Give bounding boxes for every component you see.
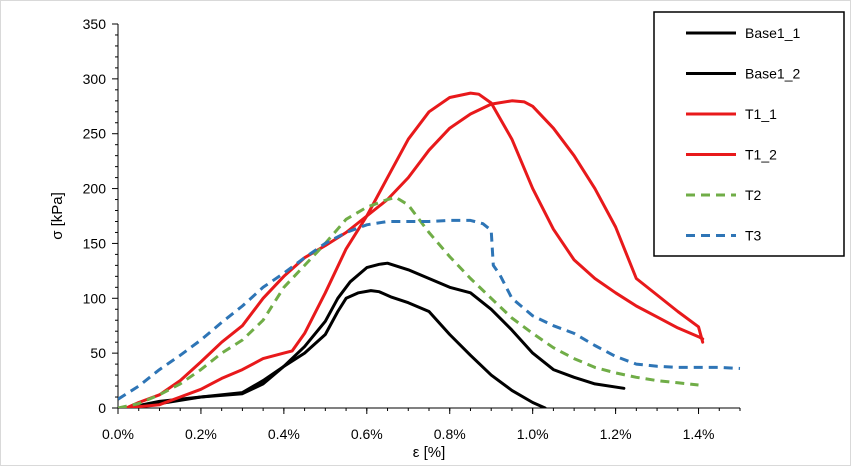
x-tick-label: 0.4% — [268, 426, 300, 442]
y-tick-label: 200 — [83, 181, 107, 197]
x-tick-label: 0.8% — [434, 426, 466, 442]
legend-label: T1_1 — [745, 106, 777, 122]
legend-box — [653, 11, 845, 257]
series-line-base1-1 — [124, 261, 626, 408]
x-tick-label: 1.2% — [600, 426, 632, 442]
y-tick-label: 100 — [83, 290, 107, 306]
x-tick-label: 0.6% — [351, 426, 383, 442]
series-line-t1-2 — [124, 99, 705, 408]
legend-label: T1_2 — [745, 147, 777, 163]
x-tick-label: 0.2% — [185, 426, 217, 442]
legend-label: Base1_2 — [745, 66, 800, 82]
x-tick-label: 1.0% — [517, 426, 549, 442]
y-tick-label: 350 — [83, 16, 107, 32]
y-tick-label: 150 — [83, 235, 107, 251]
y-tick-label: 300 — [83, 71, 107, 87]
series-line-t2 — [118, 195, 699, 408]
series-line-t3 — [118, 218, 741, 401]
y-tick-label: 50 — [90, 345, 106, 361]
legend-label: T3 — [745, 228, 762, 244]
x-tick-label: 1.4% — [683, 426, 715, 442]
x-axis-title: ε [%] — [413, 444, 446, 461]
x-tick-label: 0.0% — [102, 426, 134, 442]
series-line-base1-2 — [124, 289, 547, 408]
y-tick-label: 0 — [98, 400, 106, 416]
y-tick-label: 250 — [83, 126, 107, 142]
legend-label: Base1_1 — [745, 25, 800, 41]
y-axis-title: σ [kPa] — [49, 192, 66, 240]
series-line-t1-1 — [124, 91, 705, 408]
legend-label: T2 — [745, 187, 762, 203]
